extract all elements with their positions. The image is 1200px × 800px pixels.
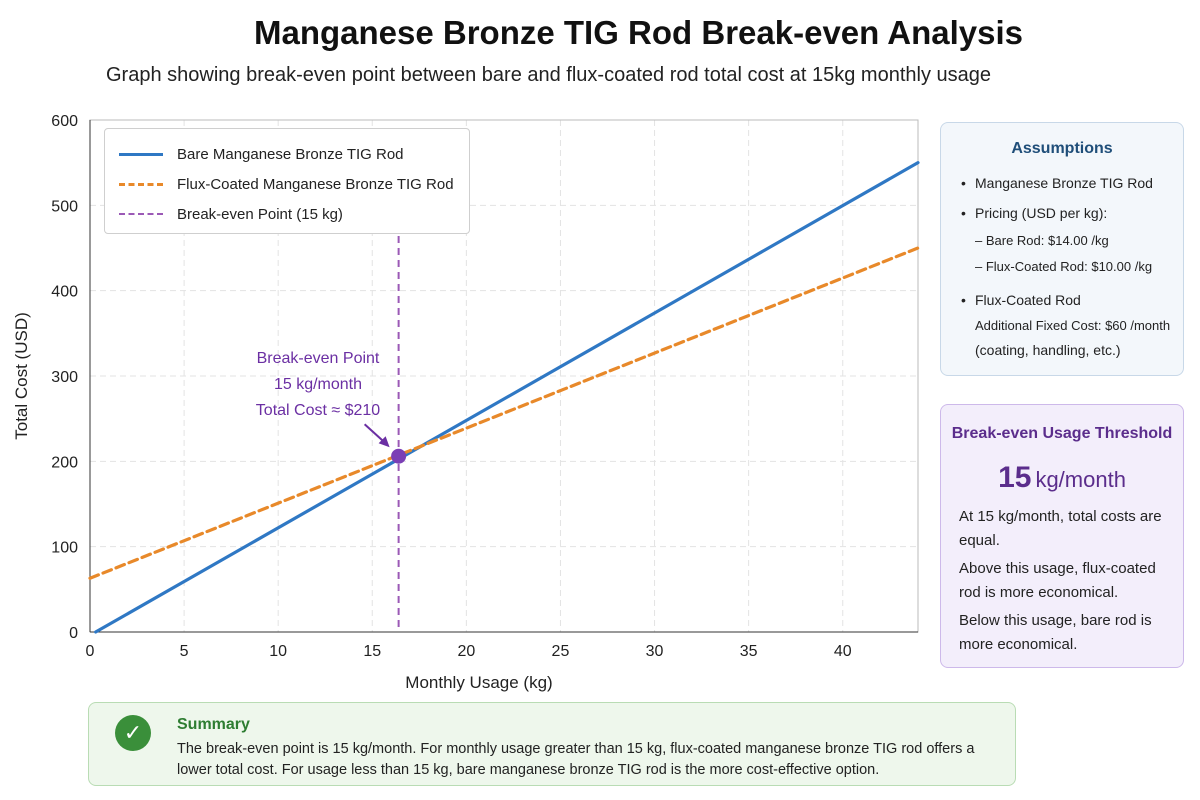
threshold-title: Break-even Usage Threshold [951,425,1173,442]
threshold-text-above: Above this usage, flux-coated rod is mor… [959,560,1156,601]
legend-item-flux: Flux-Coated Manganese Bronze TIG Rod [119,169,455,199]
legend-item-breakeven: Break-even Point (15 kg) [119,199,455,229]
y-tick-label: 200 [51,454,78,471]
series-line-flux [88,246,920,580]
annotation-line-3: Total Cost ≈ $210 [255,402,381,419]
x-tick-label: 20 [457,643,475,660]
x-tick-label: 10 [269,643,287,660]
threshold-unit: kg/month [1035,467,1126,492]
assumption-fixed-note: (coating, handling, etc.) [975,342,1121,358]
assumption-flux-label: Flux-Coated Rod [961,292,1081,308]
assumptions-title: Assumptions [1011,140,1113,157]
x-tick-label: 40 [834,643,852,660]
chart-area: 0 5 10 15 20 25 30 35 40 0 100 200 300 400 500 600 Month… [0,100,930,700]
y-tick-label: 400 [51,284,78,301]
y-tick-label: 300 [51,369,78,386]
legend-label-flux: Flux-Coated Manganese Bronze TIG Rod [177,175,454,193]
annotation-arrowhead [378,436,390,448]
y-tick-label: 500 [51,198,78,215]
summary-body: The break-even point is 15 kg/month. For… [177,741,975,778]
summary-panel: ✓ Summary The break-even point is 15 kg/… [88,702,1016,786]
y-tick-label: 600 [51,113,78,130]
annotation-line-1: Break-even Point [256,350,380,367]
x-tick-label: 25 [552,643,570,660]
x-tick-label: 30 [646,643,664,660]
chart-legend: Bare Manganese Bronze TIG Rod Flux-Coate… [104,128,470,234]
threshold-text-below: Below this usage, bare rod is more econo… [959,612,1152,653]
assumption-bare-price: – Bare Rod: $14.00 /kg [975,233,1109,248]
legend-swatch-flux [119,182,163,186]
y-tick-label: 100 [51,540,78,557]
page-subtitle: Graph showing break-even point between b… [106,64,991,86]
break-even-annotation: Break-even Point 15 kg/month Total Cost … [218,346,418,424]
x-tick-label: 5 [180,643,189,660]
x-axis-label: Monthly Usage (kg) [405,673,552,692]
series-line-bare [94,161,920,634]
assumption-fixed-cost: Additional Fixed Cost: $60 /month [975,318,1171,333]
threshold-value: 15 kg/month [941,461,1183,495]
page-title: Manganese Bronze TIG Rod Break-even Anal… [253,14,1023,51]
legend-label-bare: Bare Manganese Bronze TIG Rod [177,145,404,163]
x-tick-label: 35 [740,643,758,660]
assumption-pricing: Pricing (USD per kg): [961,205,1107,221]
legend-item-bare: Bare Manganese Bronze TIG Rod [119,139,455,169]
x-tick-label: 15 [363,643,381,660]
threshold-number: 15 [998,461,1032,494]
threshold-panel: Break-even Usage Threshold 15 kg/month At… [940,404,1184,668]
annotation-line-2: 15 kg/month [273,376,363,393]
check-circle-icon: ✓ [115,715,151,751]
assumptions-panel: Assumptions Manganese Bronze TIG Rod Pri… [940,122,1184,376]
legend-swatch-bare [119,152,163,156]
assumption-rod: Manganese Bronze TIG Rod [961,175,1153,191]
summary-title: Summary [177,716,250,733]
x-tick-label: 0 [86,643,95,660]
threshold-text-equal: At 15 kg/month, total costs are equal. [959,508,1162,549]
break-even-point [391,448,407,464]
y-axis-label: Total Cost (USD) [12,312,31,440]
assumption-flux-price: – Flux-Coated Rod: $10.00 /kg [975,259,1153,274]
legend-label-breakeven: Break-even Point (15 kg) [177,205,343,223]
break-even-chart: 0 5 10 15 20 25 30 35 400100200300400500600Month… [12,113,920,692]
y-tick-label: 0 [69,625,78,642]
legend-swatch-breakeven [119,213,163,215]
